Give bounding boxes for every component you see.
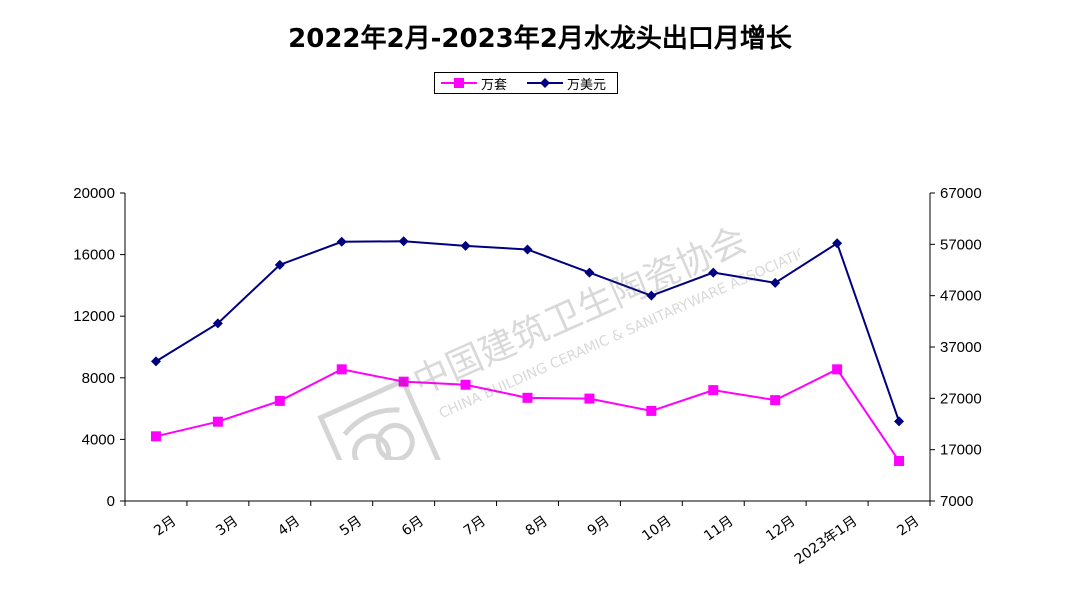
right-tick-label: 47000 [940,288,982,305]
right-tick-label: 67000 [940,185,982,202]
data-point-units [646,405,657,416]
x-tick-label: 3月 [213,513,241,539]
right-tick-label: 37000 [940,339,982,356]
data-point-units [708,385,719,396]
legend-item-units: 万套 [441,75,508,93]
data-point-usd [522,244,533,255]
x-tick-label: 10月 [639,513,674,544]
x-tick-label: 9月 [585,513,613,539]
x-tick-label: 7月 [461,513,489,539]
data-point-usd [274,259,285,270]
left-tick-label: 20000 [73,185,115,202]
data-point-usd [336,236,347,247]
left-tick-label: 16000 [73,247,115,264]
data-point-units [274,395,285,406]
left-tick-label: 4000 [82,431,115,448]
right-tick-label: 7000 [940,493,973,510]
data-point-units [150,431,161,442]
left-tick-label: 8000 [82,370,115,387]
data-point-usd [832,238,843,249]
legend-swatch-units [441,78,477,88]
left-tick-label: 12000 [73,308,115,325]
x-tick-label: 12月 [763,513,798,544]
data-point-usd [150,356,161,367]
right-tick-label: 57000 [940,236,982,253]
legend-label-usd: 万美元 [567,77,607,93]
legend-label-units: 万套 [481,77,508,93]
data-point-usd [212,318,223,329]
x-tick-label: 2023年1月 [792,513,861,568]
data-point-usd [894,416,905,427]
data-point-units [770,395,781,406]
data-point-units [212,416,223,427]
data-point-units [832,364,843,375]
data-point-usd [646,290,657,301]
data-point-usd [584,267,595,278]
axis-labels: 0 4000 8000 12000 16000 20000 7000 17000 27000 37… [73,185,981,568]
right-tick-label: 27000 [940,390,982,407]
data-point-units [460,379,471,390]
data-point-units [398,376,409,387]
data-point-usd [460,240,471,251]
series-line-units [155,368,900,462]
x-tick-label: 2月 [894,513,922,539]
data-point-units [336,364,347,375]
x-tick-label: 6月 [399,513,427,539]
x-tick-label: 11月 [701,513,736,544]
data-point-usd [398,236,409,247]
data-point-usd [708,267,719,278]
data-point-usd [770,277,781,288]
data-point-units [522,392,533,403]
chart-title: 2022年2月-2023年2月水龙头出口月增长 [288,24,792,54]
legend-swatch-usd [527,78,563,88]
right-tick-label: 17000 [940,442,982,459]
data-point-units [894,455,905,466]
series-lines [150,236,905,466]
x-tick-label: 2月 [151,513,179,539]
data-point-units [584,393,595,404]
axes [120,192,935,506]
legend: 万套 万美元 [434,72,618,94]
left-tick-label: 0 [107,493,115,510]
x-tick-label: 8月 [523,513,551,539]
x-tick-label: 5月 [337,513,365,539]
legend-item-usd: 万美元 [527,75,607,93]
x-tick-label: 4月 [275,513,303,539]
